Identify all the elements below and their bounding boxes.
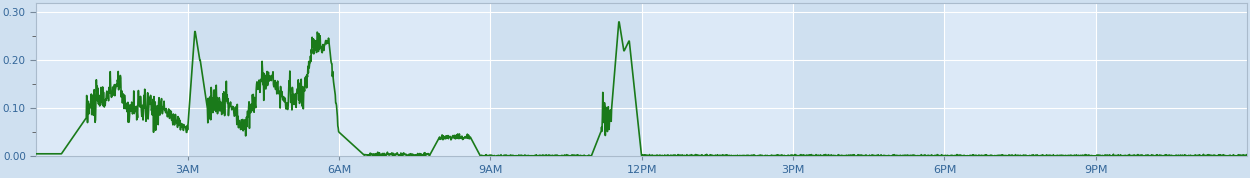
Bar (490, 3, 641, 156)
Bar (188, 3, 339, 156)
Bar (36, 3, 188, 156)
Bar (641, 3, 792, 156)
Bar (1096, 3, 1248, 156)
Bar (945, 3, 1096, 156)
Bar (792, 3, 945, 156)
Bar (339, 3, 490, 156)
